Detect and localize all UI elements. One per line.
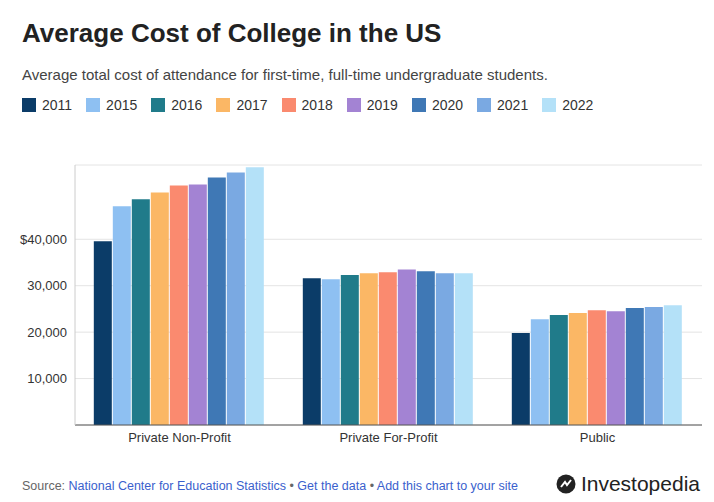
html-text:2011: 2011 (42, 97, 73, 113)
html-text:Average Cost of College in the: Average Cost of College in the US (22, 18, 442, 48)
html-text:2017: 2017 (236, 97, 268, 113)
html-text:2016: 2016 (171, 97, 203, 113)
html-text:2019: 2019 (366, 97, 398, 113)
html-text:Source: National Center for Ed: Source: National Center for Education St… (22, 479, 518, 493)
html-text:2021: 2021 (497, 97, 529, 113)
svg-text:20,000: 20,000 (27, 325, 67, 340)
svg-text:Private For-Profit: Private For-Profit (339, 430, 438, 445)
html-text:2022: 2022 (562, 97, 594, 113)
svg-text:Private Non-Profit: Private Non-Profit (128, 430, 231, 445)
html-text:Average total cost of attendan: Average total cost of attendance for fir… (22, 66, 548, 83)
svg-text:Public: Public (580, 430, 616, 445)
html-text:Investopedia: Investopedia (580, 472, 700, 495)
svg-text:$40,000: $40,000 (20, 232, 67, 247)
html-text:2018: 2018 (301, 97, 333, 113)
svg-text:10,000: 10,000 (27, 371, 67, 386)
html-text:2015: 2015 (106, 97, 138, 113)
html-text:2020: 2020 (431, 97, 463, 113)
svg-text:30,000: 30,000 (27, 278, 67, 293)
